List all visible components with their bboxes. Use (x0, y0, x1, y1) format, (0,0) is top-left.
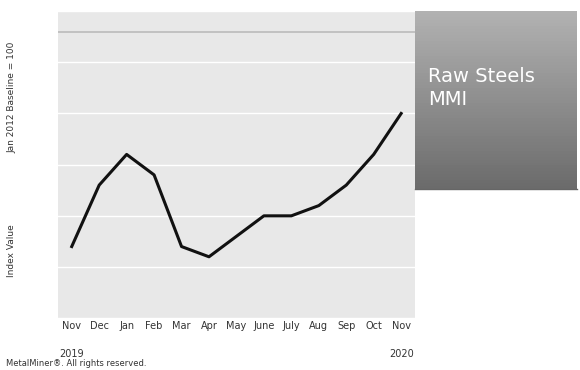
Bar (415, 162, 577, 165)
Bar (415, 118, 577, 121)
Bar (415, 180, 577, 183)
Bar (415, 83, 577, 85)
Bar (415, 73, 577, 77)
Bar (415, 139, 577, 142)
Bar (415, 127, 577, 130)
Text: 2020: 2020 (389, 349, 414, 359)
Bar (415, 77, 577, 80)
Bar (415, 58, 577, 61)
Bar (415, 50, 577, 53)
Bar (415, 61, 577, 64)
Bar (415, 115, 577, 118)
Bar (415, 20, 577, 23)
Bar (415, 148, 577, 151)
Bar (415, 130, 577, 133)
Bar (415, 88, 577, 91)
Text: October to
November
Up 5.4%: October to November Up 5.4% (473, 225, 540, 273)
Bar (415, 47, 577, 50)
Bar (415, 91, 577, 94)
Bar (415, 154, 577, 157)
Bar (415, 35, 577, 38)
Bar (415, 23, 577, 26)
Bar (415, 94, 577, 97)
Text: MetalMiner®. All rights reserved.: MetalMiner®. All rights reserved. (6, 359, 146, 368)
Bar (415, 103, 577, 106)
Bar (415, 159, 577, 162)
Bar (415, 26, 577, 29)
Bar (415, 32, 577, 35)
Text: Jan 2012 Baseline = 100: Jan 2012 Baseline = 100 (7, 41, 16, 153)
Bar (415, 133, 577, 136)
Bar (415, 38, 577, 41)
Bar (415, 97, 577, 100)
Bar (415, 165, 577, 168)
Bar (415, 183, 577, 186)
Bar (415, 64, 577, 67)
Bar (415, 171, 577, 174)
Bar (415, 14, 577, 17)
Bar (415, 29, 577, 32)
Bar (415, 142, 577, 145)
Bar (415, 106, 577, 109)
Bar (415, 157, 577, 159)
Text: Raw Steels
MMI: Raw Steels MMI (428, 67, 535, 109)
Bar (415, 124, 577, 127)
Bar (415, 41, 577, 44)
Text: 2019: 2019 (59, 349, 84, 359)
Bar (415, 70, 577, 73)
Bar (415, 121, 577, 124)
Bar (415, 85, 577, 88)
Bar (415, 80, 577, 83)
Bar (415, 67, 577, 70)
Bar (415, 109, 577, 112)
Bar (415, 186, 577, 189)
Bar (415, 53, 577, 55)
Bar (415, 151, 577, 154)
Bar (415, 100, 577, 103)
Bar (415, 174, 577, 177)
Bar (415, 136, 577, 139)
Text: Index Value: Index Value (7, 224, 16, 277)
Bar (415, 56, 577, 58)
Bar (415, 168, 577, 171)
Bar (415, 177, 577, 180)
Bar (415, 17, 577, 20)
Bar (415, 44, 577, 47)
Bar (415, 11, 577, 14)
Bar (415, 112, 577, 115)
Bar (415, 145, 577, 148)
